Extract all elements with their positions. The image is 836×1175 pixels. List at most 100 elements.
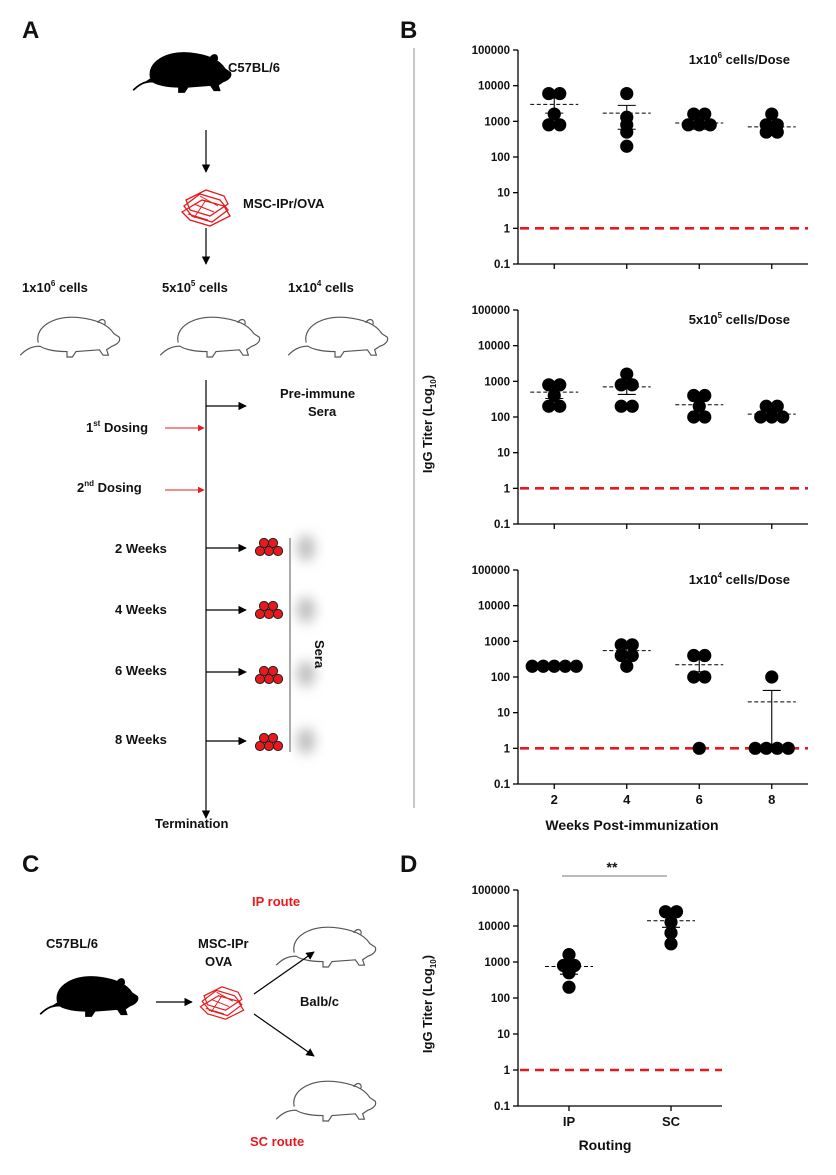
panel-d-letter: D bbox=[400, 851, 417, 878]
x-tick-label: 2 bbox=[551, 792, 558, 807]
dose-high-label: 1x106 cells bbox=[22, 279, 88, 295]
data-point bbox=[620, 139, 634, 153]
ip-route-label: IP route bbox=[252, 894, 300, 909]
data-point bbox=[698, 107, 712, 121]
data-point bbox=[776, 410, 790, 424]
mouse-outline-icon bbox=[19, 316, 121, 358]
data-point bbox=[620, 659, 634, 673]
significance-label: ** bbox=[607, 859, 618, 875]
panel-b-ylabel: IgG Titer (Log10) bbox=[420, 375, 438, 473]
strain-label: C57BL/6 bbox=[228, 60, 280, 75]
data-point bbox=[770, 125, 784, 139]
x-tick-label: SC bbox=[662, 1114, 681, 1129]
blood-sample-icon bbox=[254, 732, 284, 752]
blood-sample-icon bbox=[254, 665, 284, 685]
data-point bbox=[669, 905, 684, 919]
panel-a: A C57BL/6 MSC-IPr/OVA 1x106 cells 5x105 … bbox=[19, 17, 389, 831]
data-point bbox=[698, 670, 712, 684]
x-tick-label: 6 bbox=[696, 792, 703, 807]
data-point bbox=[687, 107, 701, 121]
y-tick-label: 10 bbox=[497, 188, 510, 200]
sera-shading bbox=[297, 535, 315, 754]
y-tick-label: 100 bbox=[491, 672, 510, 684]
data-point bbox=[553, 118, 567, 132]
chart-mid-dose: 100000 10000 1000 100 10 1 0.1 5x105 cells/Dose bbox=[472, 305, 808, 531]
data-point bbox=[542, 86, 556, 101]
data-point bbox=[562, 948, 576, 962]
preimmune-label-1: Pre-immune bbox=[280, 386, 355, 401]
mouse-outline-icon bbox=[275, 1080, 377, 1122]
panel-c-letter: C bbox=[22, 851, 39, 878]
y-tick-label: 1000 bbox=[484, 116, 510, 128]
data-point bbox=[553, 378, 567, 392]
y-tick-label: 100 bbox=[491, 412, 510, 424]
construct-label-c2: OVA bbox=[205, 954, 233, 969]
data-point bbox=[687, 648, 701, 663]
y-tick-label: 10000 bbox=[478, 81, 510, 93]
blood-sample-icon bbox=[254, 537, 284, 557]
data-point bbox=[553, 399, 567, 413]
dose-mid-label: 5x105 cells bbox=[162, 279, 228, 295]
panel-b-xlabel: Weeks Post-immunization bbox=[545, 817, 718, 833]
y-tick-label: 100000 bbox=[472, 885, 510, 897]
data-point bbox=[620, 367, 634, 381]
first-dosing-label: 1st Dosing bbox=[86, 419, 148, 435]
x-tick-label: 4 bbox=[623, 792, 631, 807]
preimmune-label-2: Sera bbox=[308, 404, 337, 419]
data-point bbox=[625, 378, 639, 392]
termination-label: Termination bbox=[155, 816, 228, 831]
panel-b: B IgG Titer (Log10) Weeks Post-immunizat… bbox=[400, 17, 808, 833]
week-label: 6 Weeks bbox=[115, 663, 167, 678]
panel-d-xlabel: Routing bbox=[579, 1137, 632, 1153]
week-label: 8 Weeks bbox=[115, 732, 167, 747]
x-tick-label: IP bbox=[563, 1114, 576, 1129]
data-point bbox=[664, 926, 678, 940]
chart-high-dose: 100000 10000 1000 100 10 1 0.1 1x106 cells/Dose bbox=[472, 45, 808, 271]
data-point bbox=[620, 86, 634, 101]
data-point bbox=[614, 638, 628, 652]
chart-title: 1x106 cells/Dose bbox=[689, 51, 790, 67]
data-point bbox=[759, 125, 773, 139]
data-point bbox=[698, 648, 712, 663]
y-tick-label: 100000 bbox=[472, 45, 510, 57]
data-point bbox=[542, 118, 556, 132]
y-tick-label: 0.1 bbox=[494, 259, 511, 271]
y-tick-label: 10000 bbox=[478, 921, 510, 933]
mouse-outline-icon bbox=[159, 316, 261, 358]
week-label: 2 Weeks bbox=[115, 541, 167, 556]
y-tick-label: 1000 bbox=[484, 376, 510, 388]
black-mouse-icon bbox=[39, 976, 139, 1017]
data-point bbox=[625, 648, 639, 663]
y-tick-label: 100 bbox=[491, 152, 510, 164]
y-tick-label: 1000 bbox=[484, 957, 510, 969]
dose-low-label: 1x104 cells bbox=[288, 279, 354, 295]
chart-title: 5x105 cells/Dose bbox=[689, 311, 790, 327]
y-tick-label: 1 bbox=[504, 743, 511, 755]
cell-stack-icon bbox=[181, 189, 231, 227]
chart-title: 1x104 cells/Dose bbox=[689, 571, 790, 587]
mouse-outline-icon bbox=[275, 926, 377, 968]
black-mouse-icon bbox=[132, 52, 232, 93]
data-point bbox=[781, 741, 795, 755]
sc-route-label: SC route bbox=[250, 1134, 304, 1149]
data-point bbox=[687, 410, 701, 424]
construct-label: MSC-IPr/OVA bbox=[243, 196, 325, 211]
panel-c: C C57BL/6 MSC-IPr OVA IP route Balb/c SC… bbox=[22, 851, 377, 1149]
arrow-ip bbox=[253, 951, 315, 995]
data-point bbox=[547, 107, 561, 121]
data-point bbox=[698, 410, 712, 424]
data-point bbox=[562, 980, 576, 994]
y-tick-label: 0.1 bbox=[494, 1101, 511, 1113]
recipient-label: Balb/c bbox=[300, 994, 339, 1009]
panel-a-letter: A bbox=[22, 17, 39, 44]
data-point bbox=[553, 86, 567, 101]
y-tick-label: 1 bbox=[504, 483, 511, 495]
data-point bbox=[765, 670, 779, 684]
week-label: 4 Weeks bbox=[115, 602, 167, 617]
y-tick-label: 10 bbox=[497, 448, 510, 460]
data-point bbox=[748, 741, 762, 755]
panel-b-letter: B bbox=[400, 17, 417, 44]
mouse-outline-icon bbox=[287, 316, 389, 358]
y-tick-label: 0.1 bbox=[494, 519, 511, 531]
